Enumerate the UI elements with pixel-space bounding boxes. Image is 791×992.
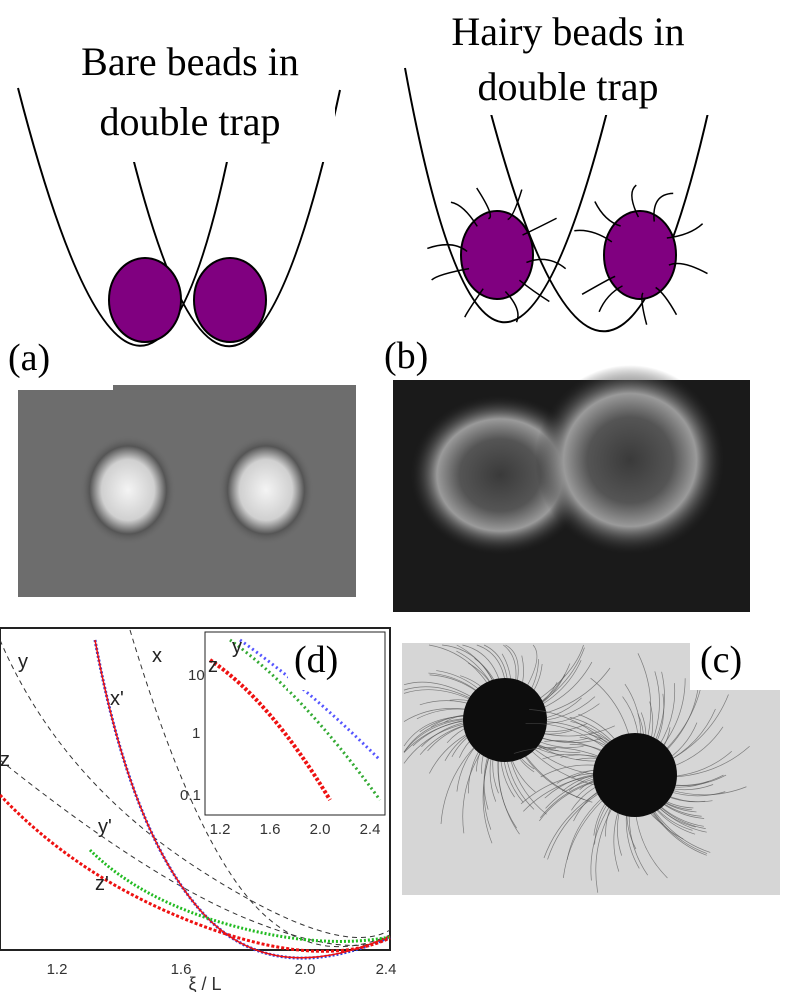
x-axis-label: ξ / L <box>188 974 221 992</box>
caption-line: double trap <box>477 64 658 109</box>
inset-x-tick: 2.0 <box>310 821 331 838</box>
curve-label: z <box>0 749 10 771</box>
curve-label: y <box>18 651 28 673</box>
inset-curve-label: z <box>208 655 218 677</box>
curve-label: x <box>152 645 162 667</box>
hair <box>582 276 615 294</box>
curve-label: x' <box>110 688 124 710</box>
hair <box>523 218 557 235</box>
bead <box>593 733 677 817</box>
inset-x-tick: 2.4 <box>360 821 381 838</box>
hair <box>519 280 549 301</box>
inset-y-tick: 10 <box>188 667 205 684</box>
panel-label: (d) <box>294 639 338 681</box>
caption-line: Bare beads in <box>81 39 299 84</box>
bead <box>463 678 547 762</box>
hair <box>465 289 483 317</box>
inset-x-tick: 1.6 <box>260 821 281 838</box>
curve-label: y' <box>98 816 112 838</box>
inset-y-tick: 0.1 <box>180 787 201 804</box>
micrograph-hairy <box>393 365 750 612</box>
inset-x-tick: 1.2 <box>210 821 231 838</box>
curve-label: z' <box>95 873 109 895</box>
figure: Bare beads in double trap (a) Hairy bead… <box>0 0 791 992</box>
micrograph-bare <box>18 382 356 597</box>
x-tick-label: 1.2 <box>47 961 68 978</box>
x-tick-label: 2.0 <box>295 961 316 978</box>
x-tick-label: 2.4 <box>376 961 397 978</box>
caption-line: Hairy beads in <box>451 9 684 54</box>
inset-curve-label: y <box>232 636 242 658</box>
panel-label: (a) <box>8 337 50 379</box>
panel-label: (b) <box>384 335 428 377</box>
hair <box>432 269 469 280</box>
panel-label: (c) <box>700 639 742 681</box>
inset-y-tick: 1 <box>192 725 200 742</box>
caption-line: double trap <box>99 99 280 144</box>
